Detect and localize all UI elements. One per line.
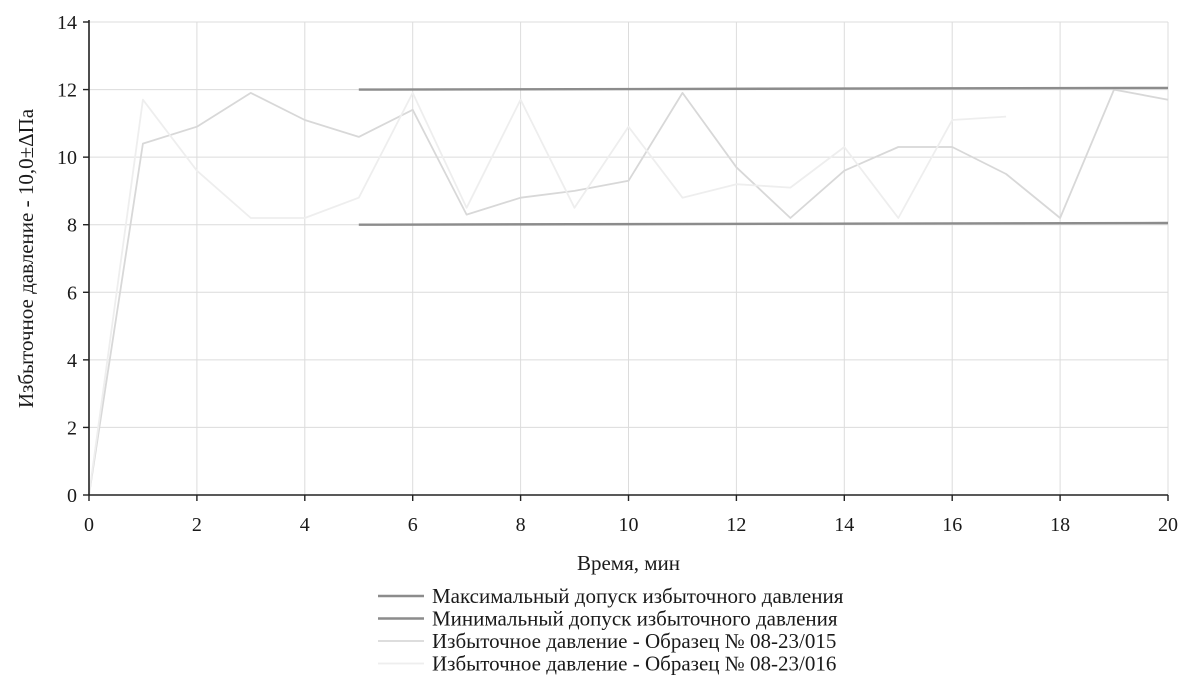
series-line-1 [358, 221, 1169, 226]
x-tick-label-7: 14 [834, 514, 854, 536]
series-layer [88, 86, 1169, 496]
x-tick-label-3: 6 [408, 514, 418, 536]
x-tick-label-10: 20 [1158, 514, 1178, 536]
x-tick-label-6: 12 [726, 514, 746, 536]
tick-labels: 0 2 4 6 8 10 12 14 0 2 4 6 8 10 12 14 16 18 20 [57, 12, 1178, 536]
y-tick-label-3: 6 [67, 282, 77, 304]
legend-entry-2: Избыточное давление - Образец № 08-23/01… [432, 629, 836, 653]
y-tick-label-4: 8 [67, 215, 77, 237]
y-tick-label-0: 0 [67, 485, 77, 507]
legend-entry-1: Минимальный допуск избыточного давления [432, 607, 838, 631]
x-tick-label-8: 16 [942, 514, 962, 536]
x-tick-label-0: 0 [84, 514, 94, 536]
y-tick-label-6: 12 [57, 80, 77, 102]
x-tick-label-2: 4 [300, 514, 310, 536]
x-tick-label-1: 2 [192, 514, 202, 536]
series-line-2 [88, 88, 1169, 496]
x-tick-label-4: 8 [516, 514, 526, 536]
legend: Максимальный допуск избыточного давления… [378, 584, 844, 676]
y-axis-label: Избыточное давление - 10,0±ΔПа [14, 108, 38, 408]
x-axis-label: Время, мин [577, 551, 680, 575]
series-line-3 [88, 92, 1007, 496]
y-tick-label-5: 10 [57, 147, 77, 169]
legend-entry-3: Избыточное давление - Образец № 08-23/01… [432, 652, 836, 676]
series-line-0 [358, 86, 1169, 91]
x-tick-label-9: 18 [1050, 514, 1070, 536]
x-tick-label-5: 10 [619, 514, 639, 536]
y-tick-label-7: 14 [57, 12, 77, 34]
axes [83, 20, 1169, 501]
y-tick-label-1: 2 [67, 417, 77, 439]
y-tick-label-2: 4 [67, 350, 77, 372]
legend-entry-0: Максимальный допуск избыточного давления [432, 584, 844, 608]
